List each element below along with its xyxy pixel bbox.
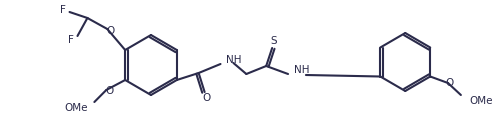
Text: F: F: [67, 35, 73, 45]
Text: S: S: [271, 36, 277, 46]
Text: NH: NH: [294, 65, 309, 75]
Text: OMe: OMe: [64, 103, 87, 113]
Text: O: O: [106, 26, 114, 36]
Text: OMe: OMe: [470, 96, 494, 106]
Text: O: O: [105, 86, 113, 96]
Text: F: F: [60, 5, 65, 15]
Text: O: O: [446, 78, 454, 88]
Text: NH: NH: [227, 55, 242, 65]
Text: O: O: [203, 93, 211, 103]
